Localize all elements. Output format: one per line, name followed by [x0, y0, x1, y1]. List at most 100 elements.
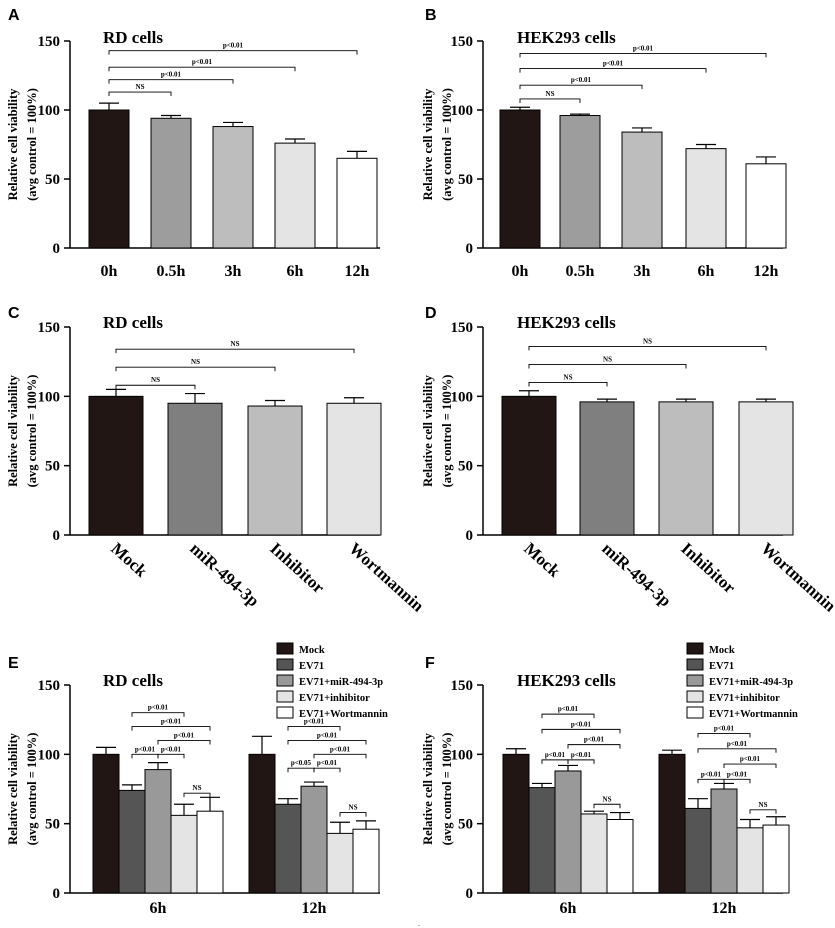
- bar-6h: [685, 148, 727, 249]
- chart-title: HEK293 cells: [517, 671, 616, 690]
- significance-label: p<0.01: [633, 44, 654, 52]
- x-tick-label: 12h: [302, 900, 327, 917]
- y-tick-label: 50: [458, 459, 473, 475]
- x-tick-label: 0.5h: [566, 263, 595, 280]
- significance-label: NS: [151, 376, 160, 384]
- significance-label: NS: [231, 340, 240, 348]
- y-tick-label: 0: [53, 886, 61, 902]
- y-tick-label: 100: [451, 103, 474, 119]
- y-tick-label: 100: [38, 103, 61, 119]
- y-tick-label: 150: [451, 678, 474, 694]
- bracket-line: [108, 91, 172, 97]
- bar-mock-6h: [502, 753, 530, 894]
- bar-wortmannin: [738, 401, 794, 536]
- significance-bracket: [567, 744, 621, 749]
- bar-ev71-wortmannin-6h: [196, 810, 224, 894]
- x-tick-label: Wortmannin: [757, 539, 835, 616]
- significance-label: p<0.01: [558, 705, 579, 713]
- significance-bracket: [108, 91, 172, 97]
- y-tick-label: 100: [451, 389, 474, 405]
- significance-bracket: [519, 68, 707, 73]
- bar-mock-6h: [92, 753, 120, 894]
- legend-swatch: [276, 642, 294, 655]
- bracket-line: [313, 767, 341, 773]
- y-tick-label: 50: [45, 172, 60, 188]
- significance-label: NS: [546, 90, 555, 98]
- significance-label: p<0.01: [571, 720, 592, 728]
- bracket-line: [339, 812, 367, 817]
- significance-label: p<0.01: [161, 718, 182, 726]
- significance-label: p<0.05: [291, 759, 312, 767]
- bracket-line: [519, 98, 581, 103]
- bracket-line: [287, 740, 367, 745]
- bracket-line: [157, 753, 185, 759]
- bar-0h: [88, 109, 130, 249]
- bar-0-5h: [150, 117, 192, 249]
- significance-label: p<0.01: [161, 71, 182, 79]
- legend-swatch: [686, 690, 704, 703]
- significance-bracket: [593, 803, 621, 809]
- y-tick-label: 50: [458, 817, 473, 833]
- bracket-line: [131, 712, 185, 717]
- y-axis-sublabel: (avg control = 100%): [440, 733, 454, 846]
- panel-letter: C: [8, 305, 20, 322]
- significance-label: p<0.01: [174, 731, 195, 739]
- bar-ev71-inhibitor-12h: [736, 827, 764, 894]
- significance-bracket: [541, 728, 621, 734]
- legend-label: EV71+inhibitor: [709, 693, 780, 704]
- significance-label: p<0.01: [317, 731, 338, 739]
- bracket-line: [697, 733, 751, 738]
- bar-ev71-inhibitor-6h: [170, 814, 198, 894]
- significance-label: p<0.01: [161, 745, 182, 753]
- legend-label: EV71: [299, 661, 324, 672]
- chart-title: RD cells: [103, 28, 163, 47]
- bracket-line: [108, 50, 358, 55]
- bracket-line: [183, 792, 211, 798]
- legend-swatch: [276, 690, 294, 703]
- panel-letter: E: [8, 655, 19, 672]
- chart-title: HEK293 cells: [517, 313, 616, 332]
- y-tick-label: 0: [53, 241, 61, 257]
- panel-letter: B: [425, 7, 437, 24]
- legend-label: Mock: [709, 645, 735, 656]
- bar-6h: [274, 142, 316, 249]
- bar-mir-494-3p: [579, 401, 635, 536]
- y-tick-label: 0: [466, 241, 474, 257]
- significance-bracket: [115, 366, 276, 372]
- significance-bracket: [287, 767, 315, 773]
- bracket-line: [519, 84, 643, 90]
- x-tick-label: 0h: [101, 263, 118, 280]
- bar-ev71-mir-494-3p-12h: [300, 785, 328, 894]
- bracket-line: [749, 809, 777, 814]
- y-tick-label: 150: [38, 320, 61, 336]
- significance-label: NS: [136, 83, 145, 91]
- bracket-line: [541, 759, 569, 764]
- bracket-line: [157, 740, 211, 745]
- significance-label: NS: [193, 784, 202, 792]
- y-axis-label: Relative cell viability: [6, 732, 20, 845]
- x-tick-label: miR-494-3p: [186, 539, 263, 611]
- y-tick-label: 150: [38, 678, 61, 694]
- bar-ev71-6h: [118, 789, 146, 894]
- significance-bracket: [131, 712, 185, 717]
- bar-mock: [88, 395, 144, 536]
- bracket-line: [131, 753, 159, 759]
- significance-label: NS: [603, 795, 612, 803]
- x-tick-label: Wortmannin: [345, 539, 428, 616]
- bracket-line: [519, 68, 707, 73]
- significance-label: p<0.01: [727, 740, 748, 748]
- bar-3h: [212, 126, 254, 249]
- bracket-line: [287, 726, 341, 731]
- y-axis-label: Relative cell viability: [421, 374, 435, 487]
- bracket-line: [697, 778, 725, 784]
- panel-letter: D: [425, 305, 437, 322]
- panel-letter: A: [8, 7, 20, 24]
- significance-label: p<0.01: [571, 751, 592, 759]
- significance-label: p<0.01: [571, 76, 592, 84]
- x-tick-label: Inhibitor: [266, 539, 328, 598]
- significance-label: NS: [349, 804, 358, 812]
- y-axis-sublabel: (avg control = 100%): [25, 733, 39, 846]
- bar-0h: [499, 109, 541, 249]
- significance-label: p<0.01: [545, 751, 566, 759]
